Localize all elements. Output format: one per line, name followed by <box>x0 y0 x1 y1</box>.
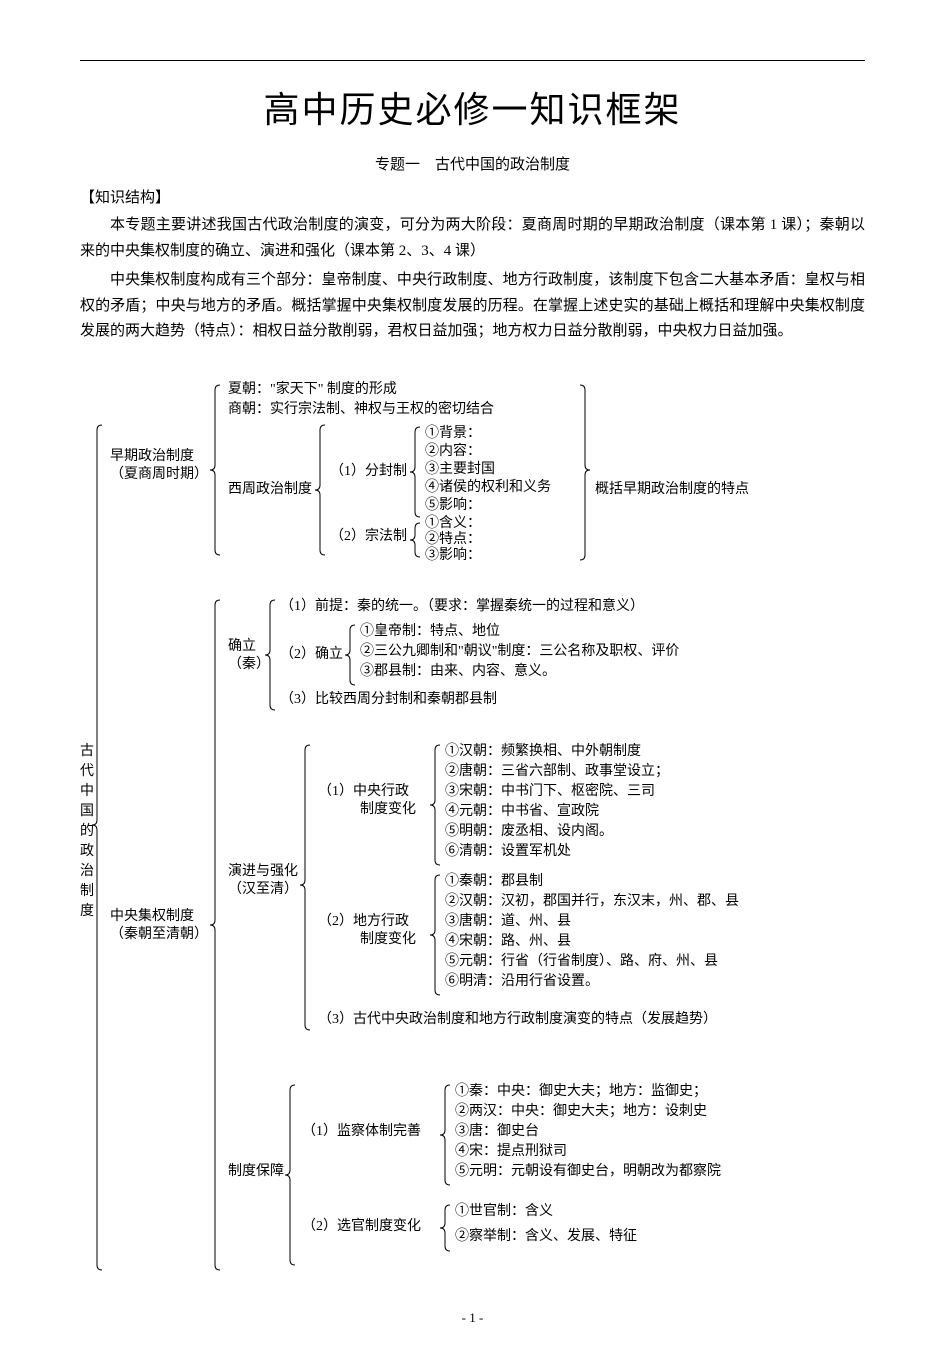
sup-1: ①秦：中央：御史大夫；地方：监御史； <box>455 1083 707 1099</box>
early-label: 早期政治制度（夏商周时期） <box>110 448 208 482</box>
fenfeng-brace <box>410 427 420 517</box>
top-rule <box>80 60 865 61</box>
establish-label: 确立（秦） <box>228 638 270 672</box>
fenfeng-5: ⑤影响： <box>425 497 481 513</box>
sup-3: ③唐：御史台 <box>455 1122 539 1139</box>
fenfeng-1: ①背景： <box>425 425 481 441</box>
ca-3: ③宋朝：中书门下、枢密院、三司 <box>445 782 655 799</box>
establish-sub-1: ①皇帝制：特点、地位 <box>360 623 500 639</box>
establish-1: （1）前提：秦的统一。（要求：掌握秦统一的过程和意义） <box>280 597 644 614</box>
establish-sub-2: ②三公九卿制和"朝议"制度：三公名称及职权、评价 <box>360 643 679 659</box>
establish-2-label: （2）确立 <box>280 646 343 662</box>
fenfeng-4: ④诸侯的权利和义务 <box>425 479 551 495</box>
zongfa-3: ③影响： <box>425 547 481 563</box>
la-4: ④宋朝：路、州、县 <box>445 933 571 949</box>
evolve-3: （3）古代中央政治制度和地方行政制度演变的特点（发展趋势） <box>318 1011 717 1027</box>
la-3: ③唐朝：道、州、县 <box>445 912 571 929</box>
section-label: 【知识结构】 <box>80 186 865 207</box>
la-1: ①秦朝：郡县制 <box>445 873 543 889</box>
central-label: 中央集权制度（秦朝至清朝） <box>110 907 208 942</box>
shang-text: 商朝：实行宗法制、神权与王权的密切结合 <box>228 400 494 417</box>
sup-2: ②两汉：中央：御史大夫；地方：设刺史 <box>455 1103 707 1119</box>
ca-6: ⑥清朝：设置军机处 <box>445 843 571 859</box>
local-admin-label: （2）地方行政 制度变化 <box>318 913 416 947</box>
fenfeng-2: ②内容： <box>425 442 481 459</box>
root-label: 古代中国的政治制度 <box>80 743 94 919</box>
selection-brace <box>440 1205 450 1251</box>
la-6: ⑥明清：沿用行省设置。 <box>445 973 599 989</box>
evolve-brace <box>300 745 310 1030</box>
sel-2: ②察举制：含义、发展、特征 <box>455 1227 637 1244</box>
sel-1: ①世官制：含义 <box>455 1203 553 1219</box>
establish-brace <box>265 600 275 710</box>
early-summary: 概括早期政治制度的特点 <box>595 481 749 497</box>
guarantee-label: 制度保障 <box>228 1163 284 1179</box>
page: 高中历史必修一知识框架 专题一 古代中国的政治制度 【知识结构】 本专题主要讲述… <box>0 0 945 1366</box>
intro-para-1: 本专题主要讲述我国古代政治制度的演变，可分为两大阶段：夏商周时期的早期政治制度（… <box>80 213 865 264</box>
central-admin-label: （1）中央行政 制度变化 <box>318 783 416 817</box>
main-title: 高中历史必修一知识框架 <box>80 81 865 133</box>
xizhou-label: 西周政治制度 <box>228 481 312 497</box>
xia-text: 夏朝："家天下" 制度的形成 <box>228 380 397 397</box>
selection-label: （2）选官制度变化 <box>302 1218 421 1234</box>
la-2: ②汉朝：汉初，郡国并行，东汉末，州、郡、县 <box>445 892 739 909</box>
sup-4: ④宋：提点刑狱司 <box>455 1143 567 1159</box>
zongfa-brace <box>410 523 420 557</box>
supervision-label: （1）监察体制完善 <box>302 1122 421 1139</box>
intro-para-2: 中央集权制度构成有三个部分：皇帝制度、中央行政制度、地方行政制度，该制度下包含二… <box>80 268 865 345</box>
subtitle: 专题一 古代中国的政治制度 <box>80 153 865 174</box>
ca-4: ④元朝：中书省、宣政院 <box>445 803 599 819</box>
zongfa-1: ①含义： <box>425 515 481 531</box>
ca-2: ②唐朝：三省六部制、政事堂设立； <box>445 762 669 779</box>
central-brace <box>210 600 220 1270</box>
zongfa-2: ②特点： <box>425 531 481 547</box>
establish-sub-3: ③郡县制：由来、内容、意义。 <box>360 662 556 679</box>
guarantee-brace <box>285 1085 295 1265</box>
central-admin-brace <box>430 745 440 865</box>
early-brace <box>210 385 220 555</box>
local-admin-brace <box>430 875 440 995</box>
fenfeng-3: ③主要封国 <box>425 461 495 477</box>
tree-diagram: 古代中国的政治制度 早期政治制度（夏商周时期） 夏朝："家天下" 制度的形成 商… <box>80 375 865 1280</box>
establish-3: （3）比较西周分封制和秦朝郡县制 <box>280 691 497 707</box>
early-close-brace <box>580 385 590 560</box>
page-number: - 1 - <box>80 1310 865 1326</box>
diagram-svg: 古代中国的政治制度 早期政治制度（夏商周时期） 夏朝："家天下" 制度的形成 商… <box>80 375 865 1275</box>
sup-5: ⑤元明：元朝设有御史台，明朝改为都察院 <box>455 1162 721 1179</box>
evolve-label: 演进与强化（汉至清） <box>228 863 298 897</box>
fenfeng-label: （1）分封制 <box>330 463 407 479</box>
la-5: ⑤元朝：行省（行省制度）、路、府、州、县 <box>445 953 718 969</box>
zongfa-label: （2）宗法制 <box>330 528 407 544</box>
supervision-brace <box>440 1085 450 1185</box>
ca-1: ①汉朝：频繁换相、中外朝制度 <box>445 742 641 759</box>
ca-5: ⑤明朝：废丞相、设内阁。 <box>445 823 613 839</box>
establish-sub-brace <box>345 625 355 685</box>
xizhou-brace <box>315 425 325 555</box>
